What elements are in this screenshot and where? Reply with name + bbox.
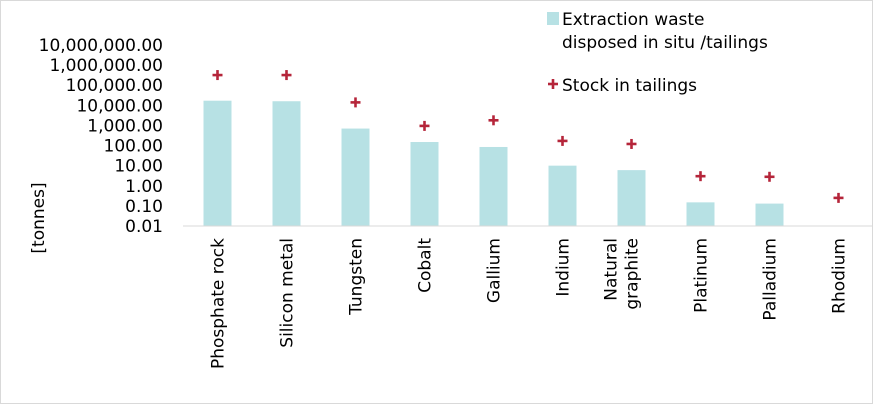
category-label: Silicon metal	[278, 238, 298, 348]
y-tick-label: 10,000.00	[76, 96, 163, 116]
bar	[686, 202, 715, 226]
y-axis-label: [tonnes]	[29, 182, 49, 253]
bar	[617, 170, 646, 226]
marker-series	[212, 70, 844, 203]
y-axis-ticks: 10,000,000.001,000,000.00100,000.0010,00…	[39, 36, 163, 237]
category-label: Platinum	[692, 238, 712, 313]
category-label: Phosphate rock	[209, 238, 229, 369]
y-tick-label: 0.10	[125, 197, 163, 217]
category-label: Cobalt	[416, 238, 436, 293]
bar	[203, 100, 232, 226]
y-tick-label: 1,000.00	[87, 116, 163, 136]
y-tick-label: 100,000.00	[66, 76, 163, 96]
stock-marker	[212, 70, 223, 81]
y-tick-label: 1,000,000.00	[49, 56, 163, 76]
legend-label-extraction-waste: disposed in situ /tailings	[562, 33, 768, 53]
legend: Extraction waste disposed in situ /tailin…	[547, 10, 768, 96]
stock-marker	[764, 171, 775, 182]
stock-marker	[695, 171, 706, 182]
category-label: Palladium	[761, 238, 781, 321]
bar	[548, 165, 577, 226]
bar	[341, 128, 370, 226]
category-label: graphite	[623, 238, 643, 310]
y-tick-label: 0.01	[125, 217, 163, 237]
category-label: Rhodium	[830, 238, 850, 314]
y-tick-label: 100.00	[104, 137, 163, 157]
stock-marker	[419, 120, 430, 131]
y-tick-label: 10,000,000.00	[39, 36, 163, 56]
category-label: Tungsten	[347, 238, 367, 316]
x-axis-category-labels: Phosphate rock Silicon metal Tungsten Cobal…	[209, 238, 850, 369]
y-tick-label: 10.00	[114, 157, 163, 177]
bar-series	[203, 100, 784, 226]
bar	[272, 101, 301, 226]
bar	[479, 146, 508, 226]
y-tick-label: 1.00	[125, 177, 163, 197]
legend-label-extraction-waste: Extraction waste	[562, 10, 705, 30]
legend-label-stock-in-tailings: Stock in tailings	[562, 76, 697, 96]
stock-marker	[281, 70, 292, 81]
category-label: Indium	[554, 238, 574, 297]
category-label: Natural	[602, 238, 622, 301]
stock-marker	[626, 138, 637, 149]
legend-swatch-extraction-waste	[547, 12, 559, 25]
stock-marker	[350, 97, 361, 108]
bar	[410, 142, 439, 226]
stock-marker	[833, 192, 844, 203]
bar	[755, 203, 784, 226]
legend-swatch-stock-in-tailings	[548, 79, 558, 89]
stock-marker	[488, 115, 499, 126]
stock-marker	[557, 135, 568, 146]
category-label: Gallium	[485, 238, 505, 303]
